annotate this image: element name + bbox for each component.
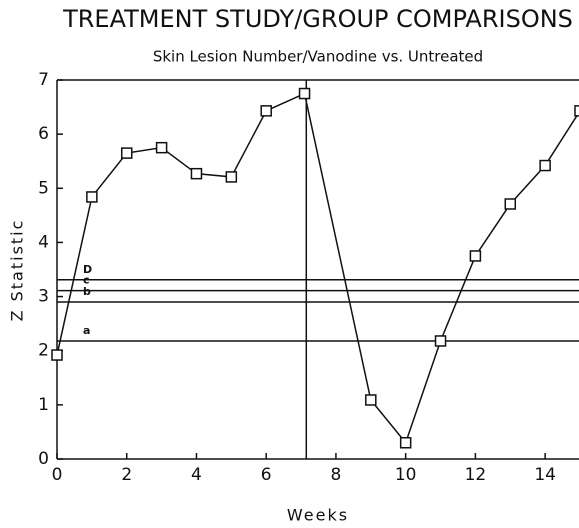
data-point [298, 87, 311, 100]
data-point [51, 349, 63, 361]
data-point [86, 191, 98, 203]
reference-label: c [83, 274, 90, 287]
x-tick-label: 4 [191, 465, 202, 485]
x-tick-label: 12 [465, 465, 487, 485]
data-point [120, 147, 133, 159]
y-tick-label: 3 [38, 287, 49, 307]
y-tick-label: 1 [38, 395, 49, 415]
data-point [190, 167, 203, 180]
y-axis-label: Z Statistic [8, 219, 27, 322]
data-point [225, 171, 238, 183]
y-tick-label: 6 [38, 124, 49, 144]
data-point [574, 105, 579, 117]
data-point [504, 198, 517, 210]
chart-subtitle: Skin Lesion Number/Vanodine vs. Untreate… [153, 48, 483, 66]
data-point [539, 159, 551, 172]
x-tick-label: 14 [534, 465, 556, 485]
data-point [469, 250, 482, 262]
reference-label: D [83, 263, 92, 276]
reference-label: a [83, 324, 90, 337]
x-axis-label: Weeks [287, 506, 349, 525]
data-point [434, 335, 447, 347]
x-tick-label: 2 [121, 465, 132, 485]
y-tick-label: 4 [38, 232, 49, 252]
y-tick-label: 5 [38, 178, 49, 198]
data-point [399, 437, 412, 449]
y-tick-label: 2 [38, 341, 49, 361]
y-tick-label: 7 [38, 70, 49, 90]
data-line [56, 92, 579, 445]
x-tick-label: 0 [52, 465, 63, 485]
data-point [365, 394, 377, 406]
data-point [155, 141, 168, 154]
y-tick-label: 0 [38, 449, 49, 469]
chart-title: TREATMENT STUDY/GROUP COMPARISONS [62, 5, 573, 33]
x-tick-label: 6 [261, 465, 272, 485]
data-point [260, 105, 272, 117]
x-tick-label: 10 [395, 465, 417, 485]
x-tick-label: 8 [331, 465, 342, 485]
reference-label: b [83, 285, 91, 298]
